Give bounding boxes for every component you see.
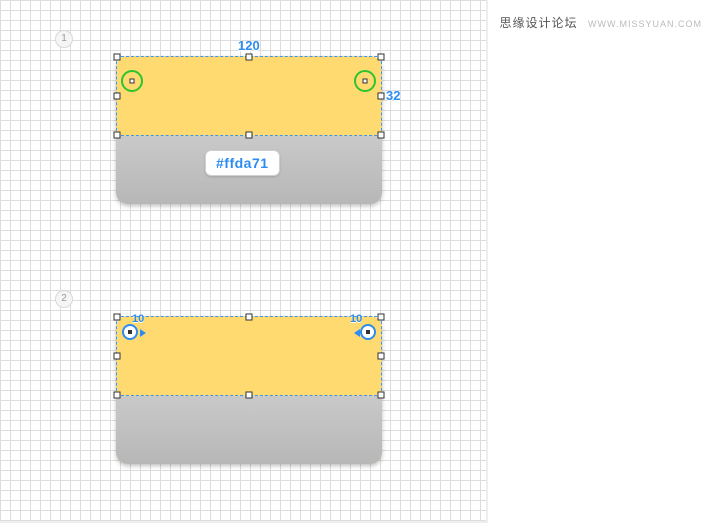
arrow-right-icon <box>140 329 146 337</box>
corner-radius-label-left: 10 <box>132 313 144 325</box>
selection-box-1[interactable] <box>116 56 382 136</box>
corner-anchor-ring-left[interactable] <box>121 70 143 92</box>
selection-handle[interactable] <box>114 314 121 321</box>
selection-handle[interactable] <box>246 314 253 321</box>
selection-handle[interactable] <box>114 54 121 61</box>
corner-radius-label-right: 10 <box>350 313 362 325</box>
watermark: 思缘设计论坛 WWW.MISSYUAN.COM <box>500 14 702 32</box>
watermark-main-text: 思缘设计论坛 <box>500 16 578 30</box>
selection-handle[interactable] <box>378 314 385 321</box>
dimension-side-label: 32 <box>386 88 400 103</box>
anchor-dot <box>363 79 368 84</box>
design-canvas: 1 120 32 #ffda71 2 10 10 <box>0 0 488 523</box>
color-swatch-label[interactable]: #ffda71 <box>205 150 280 176</box>
selection-handle[interactable] <box>114 353 121 360</box>
step-badge-1: 1 <box>55 30 73 48</box>
watermark-sub-text: WWW.MISSYUAN.COM <box>588 19 702 29</box>
selection-handle[interactable] <box>378 93 385 100</box>
selection-handle[interactable] <box>378 132 385 139</box>
selection-handle[interactable] <box>378 392 385 399</box>
corner-radius-control-left[interactable] <box>122 324 138 340</box>
shape-bottom-fill <box>116 396 382 464</box>
anchor-dot <box>130 79 135 84</box>
selection-handle[interactable] <box>246 54 253 61</box>
selection-box-2[interactable] <box>116 316 382 396</box>
selection-handle[interactable] <box>114 93 121 100</box>
arrow-right-icon <box>354 329 360 337</box>
selection-handle[interactable] <box>378 54 385 61</box>
step-badge-2: 2 <box>55 290 73 308</box>
corner-radius-control-right[interactable] <box>360 324 376 340</box>
selection-handle[interactable] <box>246 132 253 139</box>
corner-anchor-ring-right[interactable] <box>354 70 376 92</box>
selection-handle[interactable] <box>114 392 121 399</box>
control-dot <box>366 330 370 334</box>
control-dot <box>128 330 132 334</box>
selection-handle[interactable] <box>246 392 253 399</box>
selection-handle[interactable] <box>378 353 385 360</box>
dimension-width-label: 120 <box>238 38 260 53</box>
selection-handle[interactable] <box>114 132 121 139</box>
